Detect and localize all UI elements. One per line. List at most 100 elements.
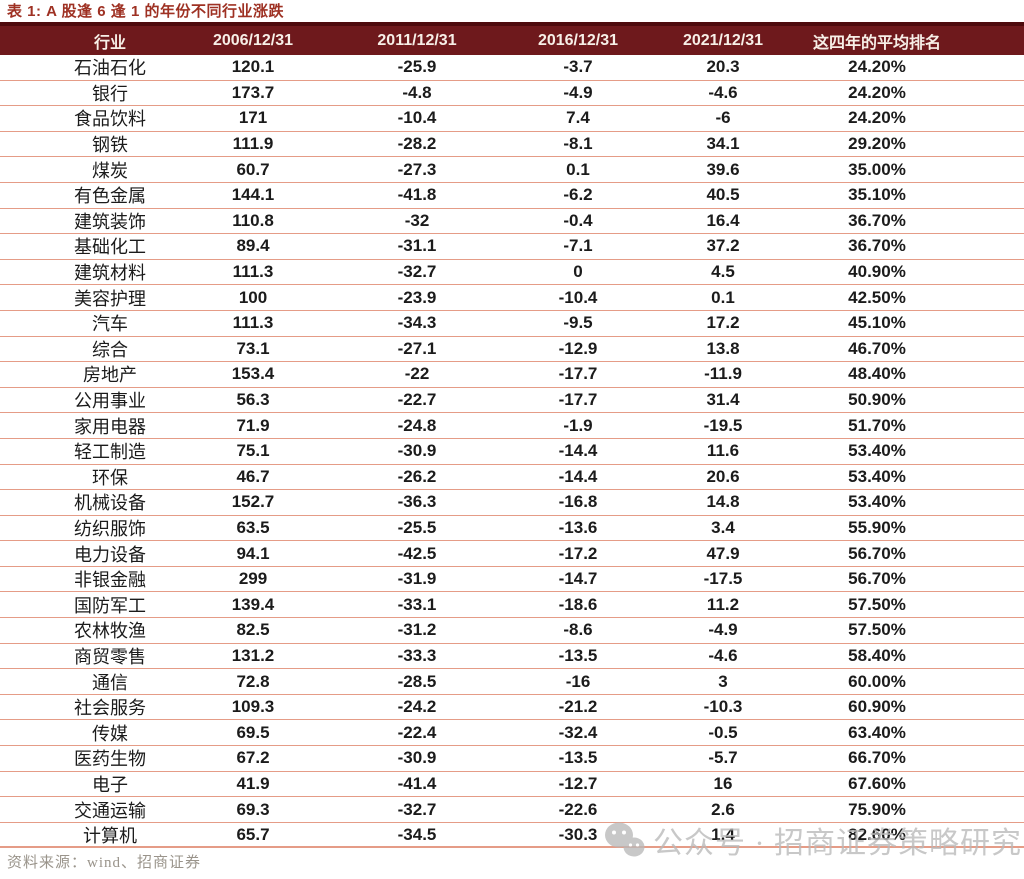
cell-2006: 110.8 bbox=[232, 210, 274, 230]
cell-industry: 综合 bbox=[92, 339, 128, 360]
cell-2006: 153.4 bbox=[231, 364, 275, 384]
table-row: 钢铁 111.9 -28.2 -8.1 34.1 29.20% bbox=[0, 132, 1024, 158]
cell-avg-rank: 56.70% bbox=[848, 543, 906, 563]
cell-2011: -22.7 bbox=[397, 390, 437, 410]
table-row: 美容护理 100 -23.9 -10.4 0.1 42.50% bbox=[0, 285, 1024, 311]
cell-avg-rank: 35.00% bbox=[848, 159, 906, 179]
cell-industry: 家用电器 bbox=[74, 416, 146, 437]
cell-2011: -22.4 bbox=[397, 722, 437, 742]
table-header: 行业 2006/12/31 2011/12/31 2016/12/31 2021… bbox=[0, 26, 1024, 55]
table-row: 纺织服饰 63.5 -25.5 -13.6 3.4 55.90% bbox=[0, 516, 1024, 542]
cell-2011: -22 bbox=[404, 364, 430, 384]
cell-industry: 纺织服饰 bbox=[74, 518, 146, 539]
cell-2006: 111.9 bbox=[232, 134, 274, 154]
cell-2021: 39.6 bbox=[706, 159, 740, 179]
cell-2016: -17.7 bbox=[558, 390, 598, 410]
cell-2006: 100 bbox=[238, 287, 268, 307]
table-row: 建筑材料 111.3 -32.7 0 4.5 40.90% bbox=[0, 260, 1024, 286]
table-body: 石油石化 120.1 -25.9 -3.7 20.3 24.20% 银行 173… bbox=[0, 55, 1024, 849]
cell-avg-rank: 75.90% bbox=[848, 799, 906, 819]
cell-2016: 0.1 bbox=[566, 159, 590, 179]
table-row: 传媒 69.5 -22.4 -32.4 -0.5 63.40% bbox=[0, 720, 1024, 747]
cell-2016: -8.1 bbox=[563, 134, 593, 154]
cell-2006: 82.5 bbox=[236, 620, 270, 640]
cell-avg-rank: 56.70% bbox=[848, 569, 906, 589]
cell-2021: 0.1 bbox=[711, 287, 735, 307]
table-row: 公用事业 56.3 -22.7 -17.7 31.4 50.90% bbox=[0, 388, 1024, 414]
cell-avg-rank: 57.50% bbox=[848, 620, 906, 640]
cell-industry: 石油石化 bbox=[74, 58, 146, 79]
cell-2016: 7.4 bbox=[566, 108, 590, 128]
cell-2016: -7.1 bbox=[563, 236, 593, 256]
col-header-2006: 2006/12/31 bbox=[212, 31, 294, 49]
cell-2006: 65.7 bbox=[236, 824, 270, 844]
cell-2021: -5.7 bbox=[708, 748, 738, 768]
cell-2016: -14.4 bbox=[558, 441, 598, 461]
table-row: 非银金融 299 -31.9 -14.7 -17.5 56.70% bbox=[0, 567, 1024, 593]
cell-2011: -24.2 bbox=[397, 697, 437, 717]
cell-2016: -12.7 bbox=[558, 773, 598, 793]
cell-2006: 109.3 bbox=[231, 697, 275, 717]
cell-avg-rank: 63.40% bbox=[848, 722, 906, 742]
cell-2021: 13.8 bbox=[706, 338, 740, 358]
cell-2011: -27.3 bbox=[397, 159, 437, 179]
cell-industry: 煤炭 bbox=[92, 160, 128, 181]
cell-2006: 71.9 bbox=[236, 415, 270, 435]
cell-2006: 120.1 bbox=[231, 57, 275, 77]
table-row: 计算机 65.7 -34.5 -30.3 1.4 82.60% bbox=[0, 823, 1024, 849]
cell-2016: -1.9 bbox=[563, 415, 593, 435]
cell-2021: 16 bbox=[713, 773, 733, 793]
cell-2011: -31.2 bbox=[397, 620, 437, 640]
cell-industry: 房地产 bbox=[83, 365, 137, 386]
cell-industry: 基础化工 bbox=[74, 237, 146, 258]
table-row: 银行 173.7 -4.8 -4.9 -4.6 24.20% bbox=[0, 81, 1024, 107]
cell-industry: 计算机 bbox=[83, 825, 137, 846]
cell-2021: -10.3 bbox=[703, 697, 743, 717]
table-row: 社会服务 109.3 -24.2 -21.2 -10.3 60.90% bbox=[0, 695, 1024, 721]
cell-avg-rank: 24.20% bbox=[848, 82, 906, 102]
table-row: 综合 73.1 -27.1 -12.9 13.8 46.70% bbox=[0, 337, 1024, 363]
cell-2021: 34.1 bbox=[706, 134, 740, 154]
table-row: 煤炭 60.7 -27.3 0.1 39.6 35.00% bbox=[0, 157, 1024, 183]
cell-2006: 63.5 bbox=[236, 517, 270, 537]
cell-2021: 14.8 bbox=[706, 492, 740, 512]
cell-2021: -4.6 bbox=[708, 82, 738, 102]
cell-avg-rank: 55.90% bbox=[848, 517, 906, 537]
cell-avg-rank: 29.20% bbox=[848, 134, 906, 154]
cell-industry: 有色金属 bbox=[74, 186, 146, 207]
table-row: 电子 41.9 -41.4 -12.7 16 67.60% bbox=[0, 772, 1024, 798]
cell-2011: -31.9 bbox=[397, 569, 437, 589]
cell-2021: -19.5 bbox=[703, 415, 743, 435]
cell-2021: -4.6 bbox=[708, 645, 738, 665]
cell-2016: -3.7 bbox=[563, 57, 593, 77]
source-note: 资料来源：wind、招商证券 bbox=[7, 855, 202, 872]
title-divider bbox=[0, 22, 1024, 26]
cell-2016: 0 bbox=[573, 262, 583, 282]
cell-2011: -28.5 bbox=[397, 671, 437, 691]
cell-2011: -36.3 bbox=[397, 492, 437, 512]
cell-2021: -11.9 bbox=[704, 364, 742, 384]
cell-2011: -4.8 bbox=[402, 82, 432, 102]
cell-industry: 国防军工 bbox=[74, 595, 146, 616]
cell-industry: 电力设备 bbox=[74, 544, 146, 565]
cell-2021: 4.5 bbox=[711, 262, 735, 282]
cell-industry: 美容护理 bbox=[74, 288, 146, 309]
cell-2011: -10.4 bbox=[397, 108, 437, 128]
cell-avg-rank: 36.70% bbox=[848, 210, 906, 230]
cell-2021: 40.5 bbox=[706, 185, 740, 205]
cell-industry: 电子 bbox=[92, 774, 128, 795]
cell-2016: -16 bbox=[565, 671, 591, 691]
cell-avg-rank: 40.90% bbox=[848, 262, 906, 282]
cell-2006: 73.1 bbox=[236, 338, 270, 358]
cell-2006: 131.2 bbox=[231, 645, 275, 665]
cell-2006: 139.4 bbox=[231, 594, 275, 614]
cell-2011: -34.3 bbox=[397, 313, 437, 333]
table-row: 农林牧渔 82.5 -31.2 -8.6 -4.9 57.50% bbox=[0, 618, 1024, 644]
cell-2021: 20.3 bbox=[706, 57, 740, 77]
cell-2006: 56.3 bbox=[236, 390, 270, 410]
cell-2006: 67.2 bbox=[236, 748, 270, 768]
col-header-2021: 2021/12/31 bbox=[682, 31, 764, 49]
table-row: 房地产 153.4 -22 -17.7 -11.9 48.40% bbox=[0, 362, 1024, 388]
cell-2016: -4.9 bbox=[563, 82, 593, 102]
cell-industry: 非银金融 bbox=[74, 570, 146, 591]
